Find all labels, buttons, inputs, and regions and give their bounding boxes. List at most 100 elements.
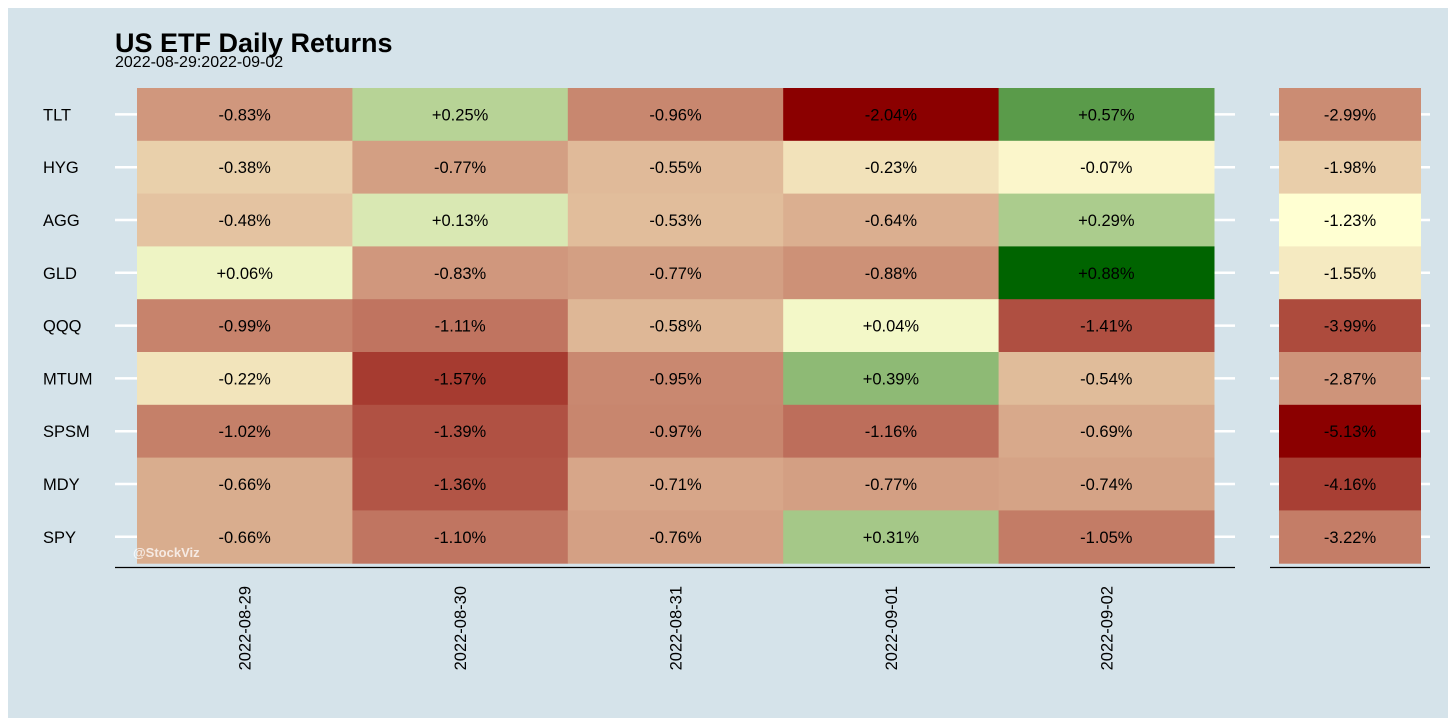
heatmap-cell <box>352 404 569 459</box>
total-label: -1.23% <box>1324 212 1377 230</box>
heatmap-cell <box>998 352 1215 406</box>
heatmap-cell <box>567 510 784 564</box>
cell-label: -0.77% <box>865 476 918 494</box>
cell-label: -2.04% <box>865 106 918 124</box>
cell-label: +0.06% <box>216 265 273 283</box>
total-label: -2.99% <box>1324 106 1377 124</box>
total-label: -3.22% <box>1324 529 1377 547</box>
cell-label: -0.55% <box>649 159 702 177</box>
cell-label: -0.77% <box>649 265 702 283</box>
total-cell <box>1279 299 1421 353</box>
cell-label: -0.88% <box>865 265 918 283</box>
heatmap-cell <box>567 352 784 406</box>
heatmap-cell <box>567 88 784 142</box>
x-tick-label: 2022-08-30 <box>452 586 470 670</box>
cell-label: -0.97% <box>649 423 702 441</box>
heatmap-cell <box>998 457 1215 511</box>
cell-label: -1.36% <box>434 476 487 494</box>
cell-label: -0.77% <box>434 159 487 177</box>
heatmap-cell <box>352 352 569 406</box>
heatmap-cell <box>783 299 1000 353</box>
heatmap-cell <box>137 88 353 142</box>
cell-label: -1.02% <box>219 423 272 441</box>
y-tick-label: QQQ <box>43 318 82 336</box>
watermark: @StockViz <box>133 545 200 560</box>
heatmap-cell <box>137 193 353 247</box>
heatmap-cell <box>998 404 1215 459</box>
cell-label: -1.57% <box>434 370 487 388</box>
heatmap-cell <box>567 457 784 511</box>
cell-label: -0.83% <box>434 265 487 283</box>
cell-label: -1.11% <box>435 318 486 336</box>
total-cell <box>1279 193 1421 247</box>
cell-label: +0.88% <box>1078 265 1135 283</box>
cell-label: -0.23% <box>865 159 918 177</box>
cell-label: -0.07% <box>1080 159 1133 177</box>
heatmap-cell <box>998 510 1215 564</box>
heatmap-cell <box>352 510 569 564</box>
total-label: -3.99% <box>1324 318 1377 336</box>
y-tick-label: MDY <box>43 476 80 494</box>
heatmap-cell <box>567 404 784 459</box>
cell-label: -1.10% <box>434 529 487 547</box>
total-label: -2.87% <box>1324 370 1377 388</box>
total-cell <box>1279 457 1421 511</box>
cell-label: -0.48% <box>219 212 272 230</box>
heatmap-cell <box>783 193 1000 247</box>
y-tick-label: GLD <box>43 265 77 283</box>
heatmap-cell <box>783 457 1000 511</box>
cell-label: -1.05% <box>1080 529 1133 547</box>
y-tick-label: TLT <box>43 106 71 124</box>
cell-label: +0.13% <box>432 212 489 230</box>
y-tick-label: SPY <box>43 529 76 547</box>
cell-label: -0.66% <box>219 476 272 494</box>
cell-label: -1.41% <box>1080 318 1133 336</box>
x-tick-label: 2022-08-29 <box>237 586 255 670</box>
total-label: -4.16% <box>1324 476 1377 494</box>
total-cell <box>1279 88 1421 142</box>
total-cell <box>1279 404 1421 459</box>
cell-label: +0.31% <box>863 529 920 547</box>
heatmap-cell <box>783 510 1000 564</box>
cell-label: -0.54% <box>1080 370 1133 388</box>
cell-label: -0.96% <box>649 106 702 124</box>
total-label: -1.98% <box>1324 159 1377 177</box>
heatmap-cell <box>352 140 569 195</box>
cell-label: -0.53% <box>649 212 702 230</box>
cell-label: -0.71% <box>649 476 702 494</box>
heatmap-cell <box>567 193 784 247</box>
heatmap-cell <box>998 88 1215 142</box>
total-label: -1.55% <box>1324 265 1377 283</box>
heatmap-cell <box>783 140 1000 195</box>
heatmap-cell <box>137 246 353 300</box>
heatmap-cell <box>137 457 353 511</box>
y-tick-label: SPSM <box>43 423 90 441</box>
cell-label: -1.39% <box>434 423 487 441</box>
y-tick-label: HYG <box>43 159 79 177</box>
cell-label: +0.04% <box>863 318 920 336</box>
y-tick-label: AGG <box>43 212 80 230</box>
cell-label: -0.83% <box>219 106 272 124</box>
cell-label: -0.66% <box>219 529 272 547</box>
heatmap-cell <box>567 246 784 300</box>
cell-label: -0.69% <box>1080 423 1133 441</box>
cell-label: -0.64% <box>865 212 918 230</box>
heatmap-cell <box>783 246 1000 300</box>
cell-label: -0.76% <box>649 529 702 547</box>
heatmap-cell <box>352 246 569 300</box>
total-cell <box>1279 140 1421 195</box>
total-cell <box>1279 510 1421 564</box>
cell-label: +0.25% <box>432 106 489 124</box>
heatmap-cell <box>137 404 353 459</box>
heatmap-cell <box>137 299 353 353</box>
heatmap-cell <box>998 299 1215 353</box>
heatmap-cell <box>352 193 569 247</box>
cell-label: -0.99% <box>219 318 272 336</box>
heatmap-cell <box>567 140 784 195</box>
chart-subtitle: 2022-08-29:2022-09-02 <box>115 54 284 71</box>
heatmap-cell <box>567 299 784 353</box>
cell-label: -0.22% <box>219 370 272 388</box>
heatmap-cell <box>998 246 1215 300</box>
x-tick-label: 2022-09-02 <box>1098 586 1116 670</box>
